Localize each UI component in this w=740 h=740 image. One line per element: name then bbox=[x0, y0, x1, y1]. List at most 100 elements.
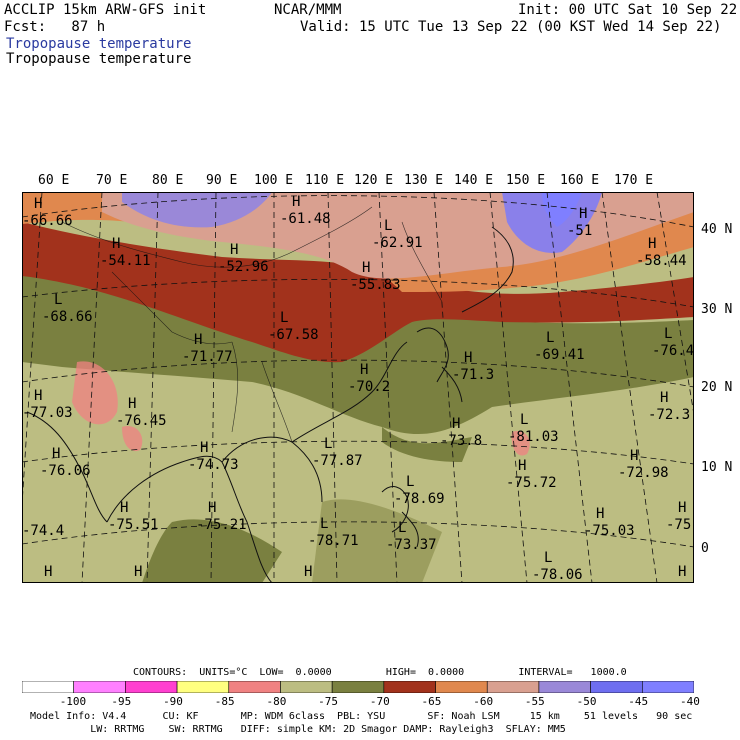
country-borders bbox=[61, 206, 443, 443]
lavender-patch bbox=[122, 192, 272, 228]
extremum-value: -73.37 bbox=[386, 537, 437, 553]
map-frame bbox=[22, 192, 694, 583]
extremum-value: -54.11 bbox=[100, 253, 151, 269]
extremum-mark: H bbox=[120, 500, 128, 516]
extremum-mark: H bbox=[112, 236, 120, 252]
color-bar-tick: -55 bbox=[524, 695, 545, 708]
forecast-hour: Fcst: 87 h bbox=[4, 19, 106, 35]
color-bar-tick: -45 bbox=[628, 695, 649, 708]
extremum-mark: L bbox=[320, 516, 328, 532]
salmon-patch bbox=[72, 361, 118, 425]
lon-label: 100 E bbox=[254, 173, 294, 188]
color-bar-tick: -75 bbox=[318, 695, 339, 708]
extremum-mark: H bbox=[630, 448, 638, 464]
lat-label: 30 N bbox=[701, 302, 733, 317]
valid-time: Valid: 15 UTC Tue 13 Sep 22 (00 KST Wed … bbox=[300, 19, 722, 35]
field-title-1: Tropopause temperature bbox=[6, 36, 192, 52]
extremum-value: -67.58 bbox=[268, 327, 319, 343]
color-swatch bbox=[538, 681, 591, 693]
color-swatch bbox=[642, 681, 694, 693]
color-bar-tick: -85 bbox=[214, 695, 235, 708]
extremum-mark: L bbox=[520, 412, 528, 428]
extremum-mark: H bbox=[360, 362, 368, 378]
center-label: NCAR/MMM bbox=[274, 2, 342, 18]
lon-label: 70 E bbox=[96, 173, 128, 188]
extremum-value: -72.3 bbox=[648, 407, 690, 423]
extremum-mark: L bbox=[406, 474, 414, 490]
extremum-mark: L bbox=[324, 436, 332, 452]
extremum-value: -71.3 bbox=[452, 367, 494, 383]
extremum-mark: H bbox=[44, 564, 52, 580]
extremum-value: -75.21 bbox=[196, 517, 247, 533]
extremum-mark: H bbox=[134, 564, 142, 580]
extremum-mark: H bbox=[230, 242, 238, 258]
color-swatch bbox=[228, 681, 281, 693]
extremum-value: -75.72 bbox=[506, 475, 557, 491]
color-bar-tick: -100 bbox=[59, 695, 87, 708]
extremum-mark: L bbox=[54, 292, 62, 308]
extremum-mark: L bbox=[384, 218, 392, 234]
lon-label: 160 E bbox=[560, 173, 600, 188]
extremum-mark: L bbox=[664, 326, 672, 342]
extremum-mark: H bbox=[52, 446, 60, 462]
extremum-mark: H bbox=[304, 564, 312, 580]
lon-label: 120 E bbox=[354, 173, 394, 188]
extremum-value: -78 bbox=[666, 581, 691, 583]
deep-red-band bbox=[22, 222, 694, 363]
color-swatch bbox=[22, 681, 74, 693]
color-bar-tick: -50 bbox=[576, 695, 597, 708]
extremum-value: -61.48 bbox=[280, 211, 331, 227]
extremum-mark: H bbox=[596, 506, 604, 522]
color-swatch bbox=[176, 681, 230, 693]
extremum-mark: H bbox=[34, 196, 42, 212]
extremum-mark: H bbox=[128, 396, 136, 412]
blue-patch bbox=[502, 192, 602, 253]
lon-label: 80 E bbox=[152, 173, 184, 188]
extremum-value: -66.66 bbox=[22, 213, 73, 229]
extremum-value: -76.45 bbox=[652, 343, 694, 359]
extremum-mark: H bbox=[208, 500, 216, 516]
extremum-value: -73.8 bbox=[440, 433, 482, 449]
coastlines bbox=[26, 226, 514, 583]
extremum-value: -78.69 bbox=[394, 491, 445, 507]
extremum-value: -81.03 bbox=[508, 429, 559, 445]
extremum-mark: H bbox=[678, 500, 686, 516]
lat-label: 10 N bbox=[701, 460, 733, 475]
extremum-mark: H bbox=[200, 440, 208, 456]
field-title-2: Tropopause temperature bbox=[6, 51, 192, 67]
init-time: Init: 00 UTC Sat 10 Sep 22 bbox=[518, 2, 738, 18]
color-swatch bbox=[435, 681, 488, 693]
lon-label: 150 E bbox=[506, 173, 546, 188]
lat-label: 20 N bbox=[701, 380, 733, 395]
lon-label: 110 E bbox=[305, 173, 345, 188]
color-bar-tick: -95 bbox=[111, 695, 132, 708]
extremum-mark: H bbox=[518, 458, 526, 474]
extremum-value: -58.44 bbox=[636, 253, 687, 269]
color-swatch bbox=[383, 681, 436, 693]
extremum-mark: L bbox=[544, 550, 552, 566]
extremum-value: -62.91 bbox=[372, 235, 423, 251]
extremum-mark: H bbox=[362, 260, 370, 276]
extremum-value: -76.45 bbox=[116, 413, 167, 429]
extremum-value: -80 bbox=[292, 581, 317, 583]
extremum-mark: H bbox=[194, 332, 202, 348]
extremum-value: -72.98 bbox=[618, 465, 669, 481]
lat-label: 0 bbox=[701, 541, 709, 556]
extremum-value: -75 bbox=[666, 517, 691, 533]
extremum-value: -78.06 bbox=[532, 567, 583, 583]
color-bar-tick: -70 bbox=[369, 695, 390, 708]
extremum-value: -70.2 bbox=[348, 379, 390, 395]
extremum-value: -78.71 bbox=[308, 533, 359, 549]
color-swatch bbox=[280, 681, 333, 693]
extremum-mark: H bbox=[660, 390, 668, 406]
extremum-mark: L bbox=[546, 330, 554, 346]
extremum-value: -77.03 bbox=[22, 405, 73, 421]
model-title: ACCLIP 15km ARW-GFS init bbox=[4, 2, 207, 18]
extremum-value: -76.06 bbox=[40, 463, 91, 479]
extremum-value: -77.87 bbox=[312, 453, 363, 469]
extremum-mark: L bbox=[398, 520, 406, 536]
lon-label: 130 E bbox=[404, 173, 444, 188]
lon-label: 170 E bbox=[614, 173, 654, 188]
extremum-value: -74.4 bbox=[22, 523, 64, 539]
color-swatch bbox=[486, 681, 540, 693]
